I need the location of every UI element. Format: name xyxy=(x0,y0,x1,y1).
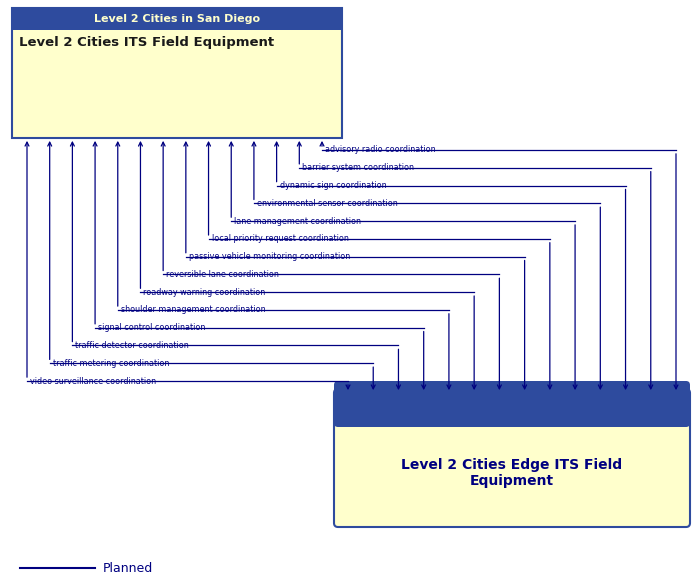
Text: roadway warning coordination: roadway warning coordination xyxy=(143,288,266,297)
Text: signal control coordination: signal control coordination xyxy=(98,323,206,332)
Text: traffic metering coordination: traffic metering coordination xyxy=(52,359,169,368)
Text: reversible lane coordination: reversible lane coordination xyxy=(166,270,279,279)
Text: barrier system coordination: barrier system coordination xyxy=(302,163,415,172)
Text: Level 2 Cities Edge ITS Field
Equipment: Level 2 Cities Edge ITS Field Equipment xyxy=(401,458,623,488)
Text: video surveillance coordination: video surveillance coordination xyxy=(30,377,156,386)
Text: traffic detector coordination: traffic detector coordination xyxy=(75,341,189,350)
FancyBboxPatch shape xyxy=(334,381,690,427)
Bar xyxy=(12,8,342,30)
Bar xyxy=(12,8,342,138)
Text: Planned: Planned xyxy=(103,562,153,574)
Text: local priority request coordination: local priority request coordination xyxy=(212,235,348,243)
Text: environmental sensor coordination: environmental sensor coordination xyxy=(257,199,398,208)
Text: Level 2 Cities in San Diego: Level 2 Cities in San Diego xyxy=(94,14,260,24)
Bar xyxy=(339,410,685,425)
Text: dynamic sign coordination: dynamic sign coordination xyxy=(280,181,387,190)
Text: advisory radio coordination: advisory radio coordination xyxy=(325,146,435,154)
Text: passive vehicle monitoring coordination: passive vehicle monitoring coordination xyxy=(189,252,350,261)
FancyBboxPatch shape xyxy=(334,389,690,527)
Text: shoulder management coordination: shoulder management coordination xyxy=(121,305,266,314)
Text: Level 2 Cities ITS Field Equipment: Level 2 Cities ITS Field Equipment xyxy=(19,36,274,49)
Text: lane management coordination: lane management coordination xyxy=(234,216,361,226)
